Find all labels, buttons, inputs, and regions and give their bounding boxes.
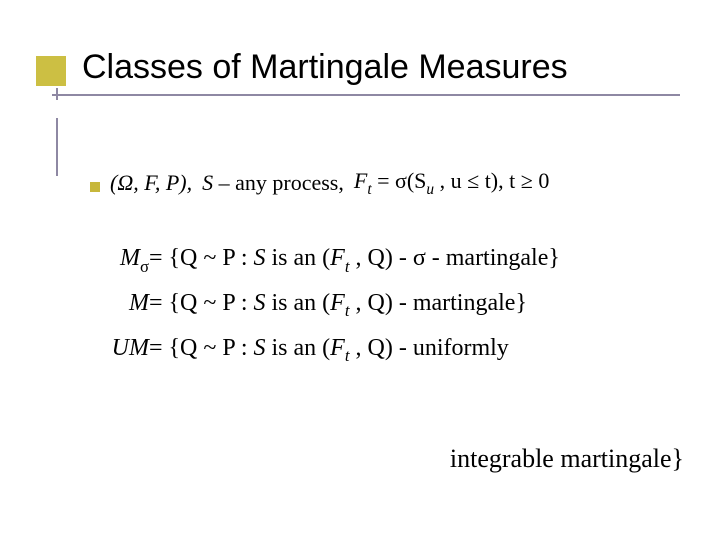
- rhs-m-3: , Q) - martingale}: [350, 290, 527, 316]
- filtration: Ft = σ(Su , u ≤ t), t ≥ 0: [354, 168, 549, 198]
- filtration-tail: , u ≤ t), t ≥ 0: [434, 168, 549, 193]
- rhs-m: = {Q ~ P : S is an (Ft , Q) - martingale…: [149, 290, 527, 321]
- process-fragment: S – any process,: [202, 170, 344, 196]
- lhs-m-sigma-base: M: [120, 245, 140, 271]
- slide-root: Classes of Martingale Measures (Ω, F, P)…: [0, 0, 720, 540]
- footer-line: integrable martingale}: [450, 444, 684, 474]
- definitions-block: Mσ = {Q ~ P : S is an (Ft , Q) - σ - mar…: [85, 245, 560, 379]
- title-underline: [52, 94, 680, 96]
- rhs-ms-t: t: [345, 257, 350, 276]
- rhs-um-2: is an (: [266, 335, 331, 361]
- rhs-um-t: t: [345, 346, 350, 365]
- bullet-icon: [90, 182, 100, 192]
- rhs-um-3: , Q) - uniformly: [350, 335, 509, 361]
- rhs-ms-S: S: [254, 245, 266, 271]
- rhs-ms-3: , Q) - σ - martingale}: [350, 245, 560, 271]
- process-var: S: [202, 170, 213, 195]
- context-line: (Ω, F, P), S – any process, Ft = σ(Su , …: [90, 168, 549, 198]
- prob-space: (Ω, F, P),: [110, 170, 192, 196]
- rhs-m-F: F: [330, 290, 345, 316]
- rhs-um-F: F: [330, 335, 345, 361]
- filtration-sub-u: u: [426, 181, 434, 198]
- filtration-sub-t: t: [367, 181, 371, 198]
- accent-square: [36, 56, 66, 86]
- def-m: M = {Q ~ P : S is an (Ft , Q) - martinga…: [85, 290, 560, 321]
- filtration-eq: = σ(S: [372, 168, 427, 193]
- lhs-m: M: [85, 290, 149, 317]
- tick-top: [56, 88, 58, 100]
- rhs-m-2: is an (: [266, 290, 331, 316]
- filtration-F: F: [354, 168, 367, 193]
- rhs-m-1: = {Q ~ P :: [149, 290, 254, 316]
- rhs-um-S: S: [254, 335, 266, 361]
- rhs-m-sigma: = {Q ~ P : S is an (Ft , Q) - σ - martin…: [149, 245, 560, 276]
- lhs-m-sigma: Mσ: [85, 245, 149, 276]
- def-um: UM = {Q ~ P : S is an (Ft , Q) - uniform…: [85, 335, 560, 366]
- lhs-um: UM: [85, 335, 149, 362]
- tick-bottom: [56, 118, 58, 176]
- rhs-ms-F: F: [330, 245, 345, 271]
- rhs-m-t: t: [345, 301, 350, 320]
- process-text: – any process,: [213, 170, 344, 195]
- rhs-ms-2: is an (: [266, 245, 331, 271]
- rhs-um-1: = {Q ~ P :: [149, 335, 254, 361]
- rhs-m-S: S: [254, 290, 266, 316]
- lhs-m-sigma-sub: σ: [140, 257, 149, 276]
- def-m-sigma: Mσ = {Q ~ P : S is an (Ft , Q) - σ - mar…: [85, 245, 560, 276]
- page-title: Classes of Martingale Measures: [82, 48, 568, 87]
- rhs-ms-1: = {Q ~ P :: [149, 245, 254, 271]
- rhs-um: = {Q ~ P : S is an (Ft , Q) - uniformly: [149, 335, 509, 366]
